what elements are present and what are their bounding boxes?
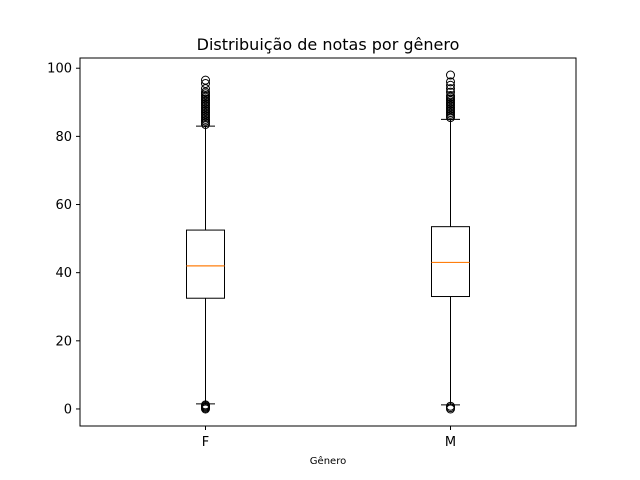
y-tick-label: 80: [55, 130, 72, 145]
outlier-point: [201, 87, 210, 97]
outlier-point: [201, 79, 210, 89]
plot-area: [186, 70, 470, 414]
outlier-point: [446, 87, 455, 97]
outlier-point: [446, 77, 455, 87]
outlier-point: [446, 84, 455, 94]
outlier-point: [201, 75, 210, 85]
y-tick-label: 0: [64, 402, 72, 417]
y-tick-label: 40: [55, 266, 72, 281]
outlier-point: [201, 400, 210, 410]
iqr-box: [431, 226, 470, 298]
outlier-point: [446, 70, 455, 80]
y-tick-label: 100: [47, 62, 72, 77]
chart-title: Distribuição de notas por gênero: [197, 35, 460, 54]
box-M: [431, 70, 470, 414]
outlier-point: [446, 80, 455, 90]
box-F: [186, 75, 225, 414]
outlier-point: [446, 90, 455, 100]
x-axis-label: Gênero: [310, 455, 346, 467]
axes-frame: [79, 57, 577, 427]
y-tick-label: 20: [55, 334, 72, 349]
iqr-box: [186, 229, 225, 299]
x-tick-label: M: [445, 435, 456, 450]
x-tick-label: F: [202, 435, 209, 450]
y-tick-label: 60: [55, 198, 72, 213]
outlier-point: [446, 401, 455, 411]
outlier-point: [201, 84, 210, 94]
y-axis: 0 20 40 60 80 100: [47, 62, 80, 417]
